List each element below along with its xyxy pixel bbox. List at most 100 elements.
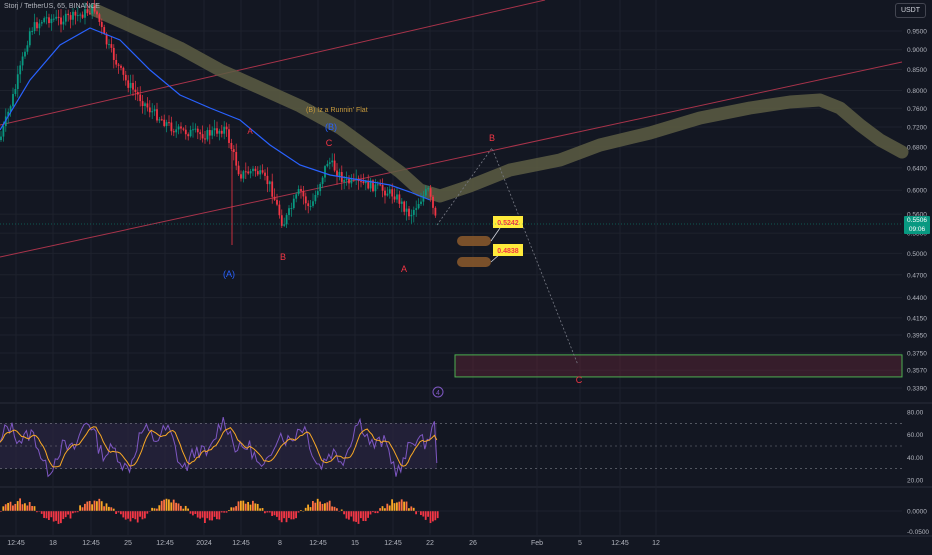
candle-body (156, 109, 158, 121)
candle-body (86, 9, 89, 14)
histogram-bar (384, 508, 386, 511)
currency-button[interactable]: USDT (894, 3, 926, 18)
candle-body (96, 11, 98, 15)
histogram-bar (249, 504, 252, 511)
histogram-bar (117, 511, 120, 513)
candle-body (360, 181, 362, 183)
histogram-bar (276, 511, 278, 517)
candle-body (367, 180, 370, 189)
candle-body (122, 67, 125, 75)
histogram-bar (103, 506, 105, 511)
target-zone (454, 354, 903, 378)
y-tick-label: 0.4400 (907, 295, 927, 302)
histogram-bar (242, 500, 245, 511)
y-tick-label: 0.6400 (907, 165, 927, 172)
candle-body (208, 130, 211, 136)
candle-body (194, 128, 197, 130)
candle-body (184, 129, 187, 135)
candle-body (424, 189, 427, 196)
histogram-bar (340, 509, 343, 511)
histogram-bar (60, 511, 62, 524)
candle-body (391, 189, 394, 197)
x-tick-label: Feb (531, 540, 543, 547)
histogram-bar (76, 511, 79, 513)
candle-body (235, 151, 238, 166)
y-tick-label: 0.9500 (907, 29, 927, 36)
histogram-bar (88, 500, 91, 511)
histogram-bar (141, 511, 144, 520)
rsi-tick-label: 40.00 (907, 455, 924, 462)
candle-body (268, 181, 271, 185)
histogram-bar (31, 505, 33, 511)
candle-body (372, 180, 374, 192)
wave-label-A-blue: (A) (223, 269, 235, 279)
histogram-bar (436, 511, 439, 519)
candle-body (403, 201, 406, 212)
candle-body (33, 22, 36, 31)
candle-body (429, 188, 432, 197)
candle-body (213, 128, 216, 131)
histogram-bar (261, 508, 264, 511)
candle-body (348, 178, 350, 184)
y-tick-label: 0.3390 (907, 386, 927, 393)
rsi-tick-label: 20.00 (907, 478, 924, 485)
histogram-bar (408, 508, 410, 511)
candle-body (374, 184, 377, 192)
histogram-bar (146, 511, 149, 514)
histogram-bar (79, 505, 81, 511)
candle-body (38, 23, 41, 29)
candle-body (108, 44, 110, 46)
candle-body (216, 128, 218, 134)
candle-body (228, 129, 230, 143)
candle-body (74, 11, 77, 16)
candle-body (26, 45, 29, 52)
histogram-bar (326, 502, 329, 511)
histogram-bar (115, 511, 117, 515)
candle-body (21, 56, 24, 66)
histogram-bar (158, 505, 161, 511)
wave-label-A1: A (247, 127, 253, 136)
candle-body (7, 111, 10, 117)
candle-body (43, 18, 46, 23)
histogram-bar (12, 505, 14, 511)
histogram-bar (398, 501, 401, 511)
candle-body (300, 189, 302, 192)
histogram-bar (336, 508, 338, 511)
histogram-bar (199, 511, 201, 519)
candle-body (91, 5, 94, 14)
histogram-bar (410, 506, 413, 511)
histogram-bar (40, 511, 43, 514)
candle-body (112, 47, 115, 60)
histogram-bar (192, 511, 194, 516)
histogram-bar (280, 511, 283, 523)
candle-body (288, 208, 290, 216)
histogram-bar (432, 511, 434, 522)
x-tick-label: 25 (124, 540, 132, 547)
histogram-bar (100, 501, 103, 511)
histogram-bar (180, 505, 182, 511)
target-leader-1 (490, 227, 501, 242)
histogram-bar (206, 511, 209, 519)
histogram-bar (288, 511, 290, 518)
histogram-bar (28, 502, 31, 511)
histogram-bar (26, 505, 29, 511)
candle-body (9, 106, 12, 112)
histogram-bar (292, 511, 295, 520)
histogram-bar (43, 511, 45, 518)
histogram-bar (369, 511, 372, 515)
histogram-bar (379, 508, 381, 511)
histogram-bar (84, 503, 86, 511)
candle-body (302, 191, 305, 197)
candle-body (271, 181, 274, 197)
candle-body (79, 14, 82, 16)
candle-body (285, 215, 288, 225)
histogram-bar (204, 511, 206, 523)
histogram-bar (391, 499, 393, 511)
candle-body (110, 44, 113, 48)
candle-body (57, 16, 60, 18)
y-tick-label: 0.3950 (907, 333, 927, 340)
histogram-bar (36, 511, 38, 513)
candle-body (240, 174, 242, 179)
